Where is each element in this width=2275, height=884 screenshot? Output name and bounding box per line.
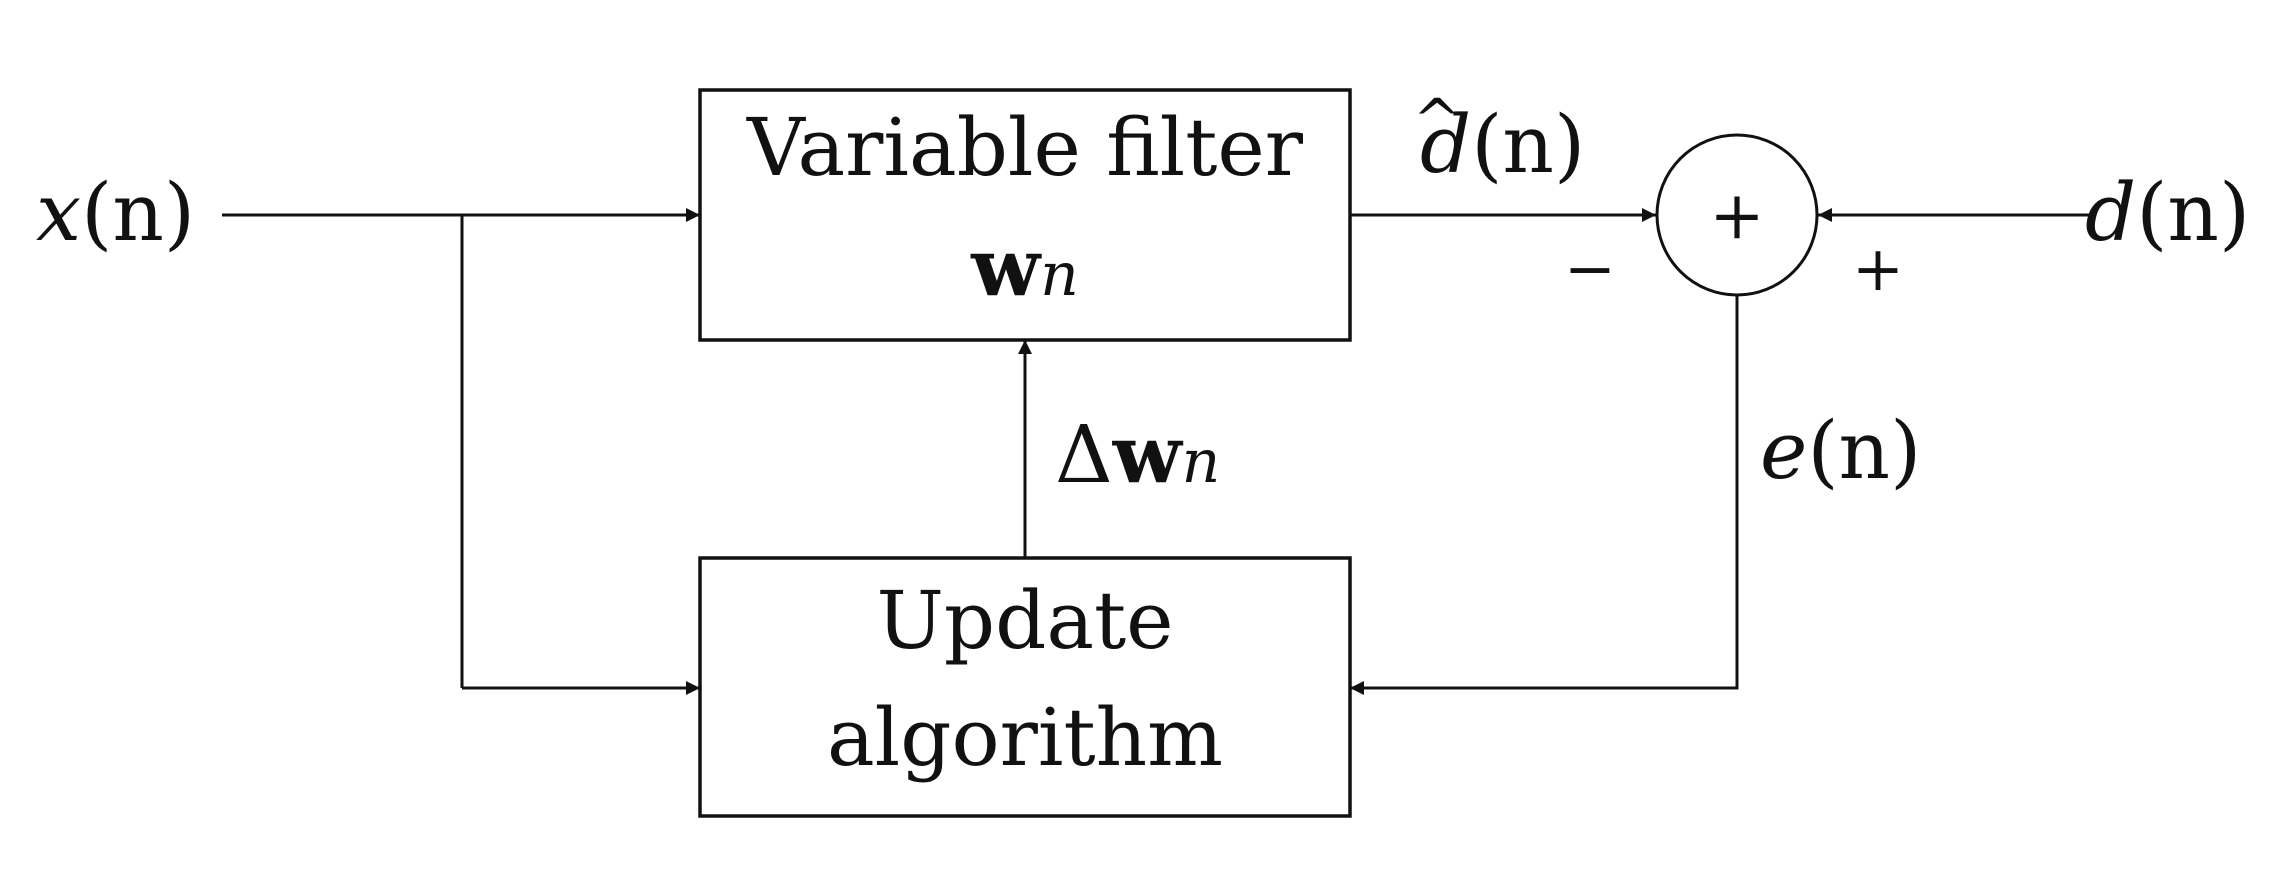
signal-wires xyxy=(222,208,2095,695)
svg-text:d(n): d(n) xyxy=(1420,98,1585,191)
filter-label: Variable filter xyxy=(746,101,1304,194)
error-signal-label: e(n) xyxy=(1760,404,1921,497)
plus-sign: + xyxy=(1852,232,1904,305)
summer-symbol: + xyxy=(1709,177,1764,254)
update-label-line1: Update xyxy=(876,574,1173,667)
update-algorithm-block: Update algorithm xyxy=(698,556,1352,818)
filter-weights-label: wn xyxy=(970,220,1079,314)
variable-filter-block: Variable filter wn xyxy=(698,88,1352,342)
minus-sign: − xyxy=(1564,232,1616,305)
estimate-hat: ^ xyxy=(1413,86,1462,154)
update-label-line2: algorithm xyxy=(827,691,1223,784)
estimate-signal-label: d(n) ^ xyxy=(1413,86,1585,191)
summing-junction: + xyxy=(1655,133,1819,297)
input-signal-label: x(n) xyxy=(36,166,195,259)
desired-signal-label: d(n) xyxy=(2085,166,2250,259)
weight-update-label: Δwn xyxy=(1055,407,1220,501)
error-feedback-wire xyxy=(1350,295,1739,695)
